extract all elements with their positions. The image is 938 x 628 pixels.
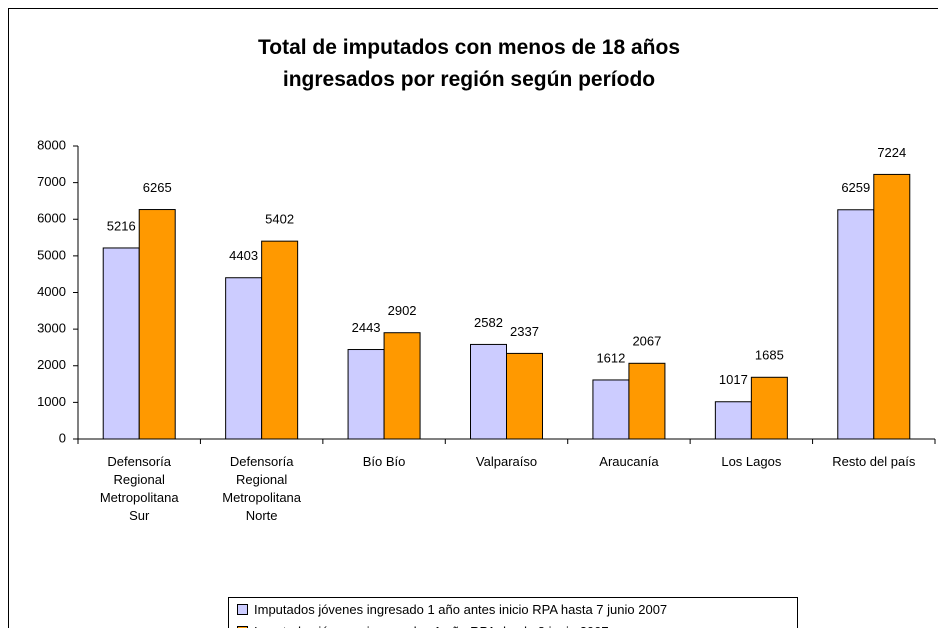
x-tick-label: Araucanía bbox=[599, 454, 659, 469]
bar bbox=[750, 376, 788, 440]
bar bbox=[383, 332, 421, 440]
y-tick-label: 8000 bbox=[37, 137, 66, 152]
legend-label: Imputados jóvenes ingresado 1 año antes … bbox=[254, 602, 668, 617]
data-label: 5402 bbox=[265, 212, 294, 227]
x-tick-label: Bío Bío bbox=[362, 454, 406, 469]
data-label: 2337 bbox=[510, 324, 539, 339]
bar bbox=[347, 349, 385, 440]
data-label: 2902 bbox=[388, 303, 417, 318]
x-tick-label: Los Lagos bbox=[721, 454, 782, 469]
data-label: 6265 bbox=[143, 180, 172, 195]
bar bbox=[261, 240, 299, 440]
legend-swatch bbox=[237, 604, 248, 615]
y-tick-label: 3000 bbox=[37, 321, 66, 336]
y-tick-label: 5000 bbox=[37, 247, 66, 262]
data-label: 7224 bbox=[877, 145, 906, 160]
bar bbox=[470, 343, 507, 440]
y-tick-label: 6000 bbox=[37, 211, 66, 226]
bar bbox=[506, 352, 543, 440]
x-tick-label: Valparaíso bbox=[475, 454, 538, 469]
data-label: 4403 bbox=[229, 248, 258, 263]
x-tick-label: Defensoría Regional Metropolitana Sur bbox=[99, 454, 179, 523]
bar bbox=[225, 277, 263, 440]
y-tick-label: 1000 bbox=[37, 394, 66, 409]
bar bbox=[102, 247, 140, 440]
y-tick-label: 0 bbox=[59, 430, 66, 445]
bar bbox=[592, 379, 630, 440]
data-label: 1612 bbox=[596, 350, 625, 365]
bar bbox=[714, 401, 752, 440]
data-label: 1685 bbox=[755, 348, 784, 363]
legend-entry: Imputados jóvenes ingresados 1 año RPA d… bbox=[237, 624, 609, 628]
legend-swatch bbox=[237, 626, 248, 628]
x-tick-label: Resto del país bbox=[832, 454, 916, 469]
data-label: 2582 bbox=[474, 315, 503, 330]
bar bbox=[138, 209, 176, 440]
data-label: 2443 bbox=[352, 320, 381, 335]
bar bbox=[628, 362, 666, 440]
frame-border bbox=[8, 8, 938, 628]
y-tick-label: 4000 bbox=[37, 284, 66, 299]
bar bbox=[873, 173, 911, 440]
chart-title: Total de imputados con menos de 18 años … bbox=[257, 36, 681, 91]
x-tick-label: Defensoría Regional Metropolitana Norte bbox=[222, 454, 302, 523]
legend-entry: Imputados jóvenes ingresado 1 año antes … bbox=[237, 602, 667, 617]
y-tick-label: 2000 bbox=[37, 357, 66, 372]
y-tick-label: 7000 bbox=[37, 174, 66, 189]
legend-label: Imputados jóvenes ingresados 1 año RPA d… bbox=[254, 624, 609, 628]
data-label: 6259 bbox=[841, 180, 870, 195]
bar bbox=[837, 209, 875, 440]
data-label: 5216 bbox=[107, 218, 136, 233]
legend: Imputados jóvenes ingresado 1 año antes … bbox=[228, 597, 798, 628]
data-label: 1017 bbox=[719, 372, 748, 387]
data-label: 2067 bbox=[632, 334, 661, 349]
